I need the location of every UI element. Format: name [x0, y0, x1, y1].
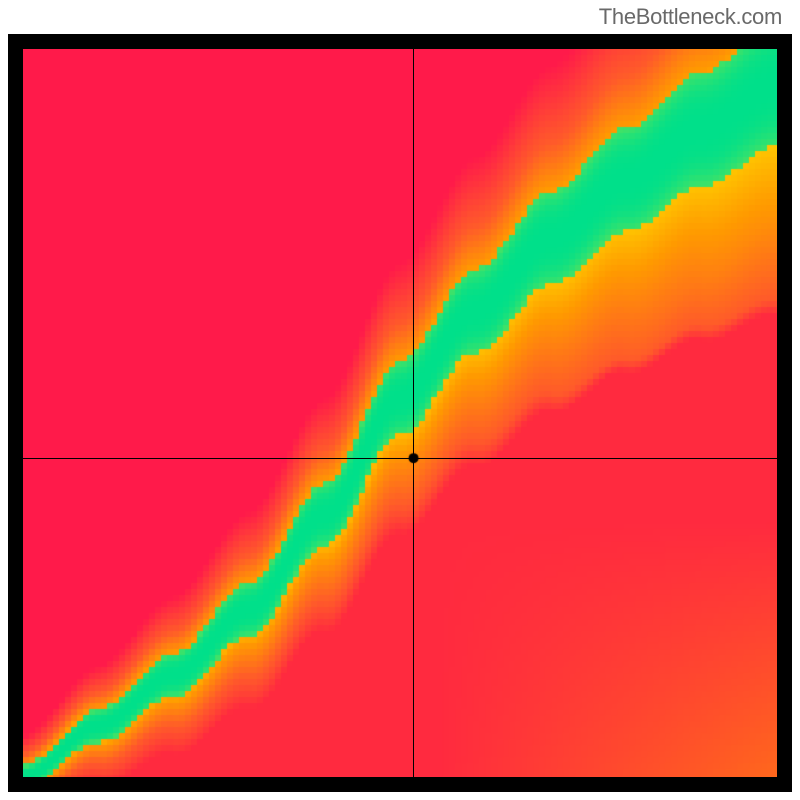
watermark-text: TheBottleneck.com: [599, 4, 782, 30]
heatmap-canvas: [23, 49, 777, 777]
crosshair-vertical: [413, 49, 414, 777]
plot-frame: [8, 34, 792, 792]
crosshair-horizontal: [23, 458, 777, 459]
